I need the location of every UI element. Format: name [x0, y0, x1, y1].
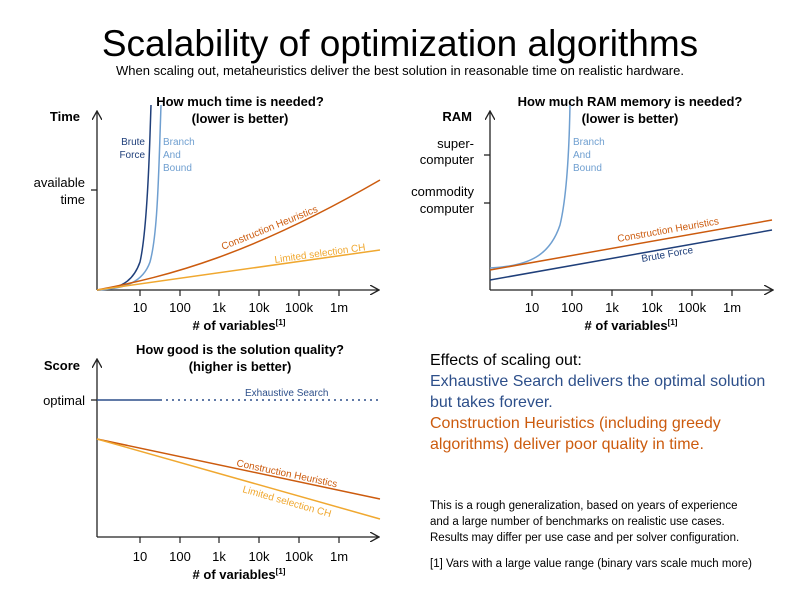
- effects-exhaustive-line1: Exhaustive Search delivers the optimal s…: [430, 373, 766, 390]
- notes-spacer: [430, 546, 790, 556]
- time-series-construction-heuristics: [96, 179, 381, 291]
- ram-x-ticks: 10 100 1k 10k 100k 1m: [525, 290, 741, 315]
- score-chart-title-line1: How good is the solution quality?: [136, 342, 344, 357]
- ram-x-axis-label-sup: [1]: [668, 318, 678, 327]
- ram-series-branch-and-bound: [489, 104, 571, 269]
- ram-label-branch-and-bound-line2: And: [573, 150, 591, 161]
- ram-x-axis-label-text: # of variables: [585, 318, 668, 333]
- ram-x-tick-label: 100k: [678, 300, 707, 315]
- ram-y-tick-label-super-line2: computer: [420, 152, 475, 167]
- time-label-brute-force-line1: Brute: [121, 137, 145, 148]
- ram-label-branch-and-bound-line1: Branch: [573, 137, 605, 148]
- time-series-brute-force: [96, 104, 152, 291]
- score-chart: How good is the solution quality? (highe…: [43, 342, 382, 582]
- ram-y-axis-label: RAM: [442, 109, 472, 124]
- time-label-limited-selection-ch: Limited selection CH: [274, 242, 366, 266]
- ram-y-tick-label-commodity-line2: computer: [420, 201, 475, 216]
- ram-y-tick-label-commodity-line1: commodity: [411, 184, 474, 199]
- time-series-limited-selection-ch: [96, 249, 381, 291]
- ram-series-brute-force: [489, 229, 773, 281]
- note-line: This is a rough generalization, based on…: [430, 500, 738, 512]
- ram-chart-title-line2: (lower is better): [582, 111, 679, 126]
- time-label-branch-and-bound-line1: Branch: [163, 137, 195, 148]
- time-y-tick-label-line1: available: [34, 175, 85, 190]
- effects-construction-line1: Construction Heuristics (including greed…: [430, 415, 721, 432]
- time-x-axis-label-text: # of variables: [193, 318, 276, 333]
- time-x-axis-label: # of variables[1]: [193, 318, 286, 333]
- score-x-tick-label: 10k: [249, 549, 270, 564]
- ram-label-branch-and-bound-line3: Bound: [573, 163, 602, 174]
- time-label-branch-and-bound-line3: Bound: [163, 163, 192, 174]
- time-x-tick-label: 1k: [212, 300, 226, 315]
- page-title: Scalability of optimization algorithms: [101, 23, 699, 64]
- score-y-tick-label: optimal: [43, 393, 85, 408]
- score-x-axis-label-sup: [1]: [276, 567, 286, 576]
- ram-x-tick-label: 1k: [605, 300, 619, 315]
- ram-series-construction-heuristics: [489, 219, 773, 271]
- time-x-ticks: 10 100 1k 10k 100k 1m: [133, 290, 348, 315]
- ram-label-construction-heuristics: Construction Heuristics: [617, 216, 720, 245]
- page-subtitle: When scaling out, metaheuristics deliver…: [116, 63, 684, 78]
- score-x-ticks: 10 100 1k 10k 100k 1m: [133, 537, 348, 564]
- ram-x-tick-label: 10k: [642, 300, 663, 315]
- ram-chart-title-line1: How much RAM memory is needed?: [518, 94, 743, 109]
- score-x-axis-label-text: # of variables: [193, 567, 276, 582]
- time-chart: How much time is needed? (lower is bette…: [34, 94, 381, 333]
- time-label-construction-heuristics: Construction Heuristics: [220, 204, 319, 253]
- score-x-tick-label: 10: [133, 549, 147, 564]
- ram-y-tick-label-super-line1: super-: [437, 136, 474, 151]
- time-chart-title-line2: (lower is better): [192, 111, 289, 126]
- score-chart-title-line2: (higher is better): [189, 359, 292, 374]
- note-line: and a large number of benchmarks on real…: [430, 516, 725, 528]
- effects-panel: Effects of scaling out: Exhaustive Searc…: [430, 350, 790, 455]
- notes-panel: This is a rough generalization, based on…: [430, 498, 790, 572]
- footnote: [1] Vars with a large value range (binar…: [430, 558, 752, 570]
- time-x-tick-label: 1m: [330, 300, 348, 315]
- time-label-branch-and-bound-line2: And: [163, 150, 181, 161]
- time-x-axis-label-sup: [1]: [276, 318, 286, 327]
- effects-heading: Effects of scaling out:: [430, 352, 582, 369]
- time-chart-title-line1: How much time is needed?: [156, 94, 324, 109]
- time-x-tick-label: 100: [169, 300, 191, 315]
- time-y-tick-label-line2: time: [60, 192, 85, 207]
- score-x-tick-label: 1m: [330, 549, 348, 564]
- score-y-axis-label: Score: [44, 358, 80, 373]
- time-x-tick-label: 10k: [249, 300, 270, 315]
- time-series-branch-and-bound: [96, 104, 162, 291]
- time-x-tick-label: 10: [133, 300, 147, 315]
- time-label-brute-force-line2: Force: [119, 150, 145, 161]
- time-x-tick-label: 100k: [285, 300, 314, 315]
- score-label-exhaustive-search: Exhaustive Search: [245, 388, 328, 399]
- ram-chart: How much RAM memory is needed? (lower is…: [411, 94, 772, 333]
- score-x-tick-label: 100: [169, 549, 191, 564]
- effects-construction-line2: algorithms) deliver poor quality in time…: [430, 436, 704, 453]
- note-line: Results may differ per use case and per …: [430, 532, 740, 544]
- ram-x-tick-label: 1m: [723, 300, 741, 315]
- time-y-axis-label: Time: [50, 109, 80, 124]
- score-series-limited-selection-ch: [96, 438, 381, 520]
- ram-x-tick-label: 10: [525, 300, 539, 315]
- ram-x-axis-label: # of variables[1]: [585, 318, 678, 333]
- score-x-tick-label: 1k: [212, 549, 226, 564]
- score-x-axis-label: # of variables[1]: [193, 567, 286, 582]
- score-x-tick-label: 100k: [285, 549, 314, 564]
- effects-exhaustive-line2: but takes forever.: [430, 394, 553, 411]
- ram-x-tick-label: 100: [561, 300, 583, 315]
- score-series-construction-heuristics: [96, 438, 381, 500]
